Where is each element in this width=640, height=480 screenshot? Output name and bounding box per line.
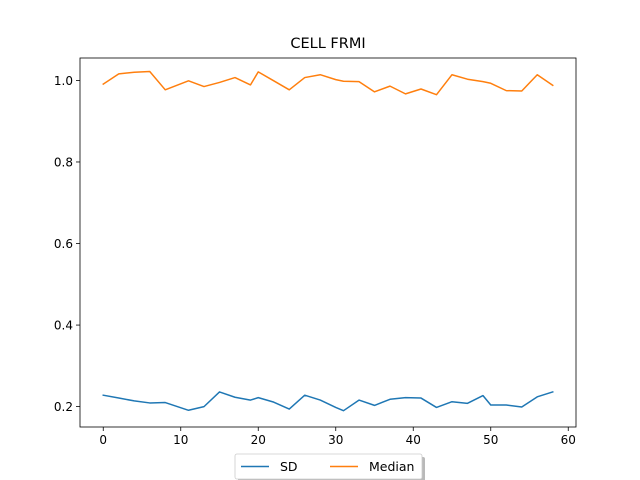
x-tick-label: 30 — [328, 433, 343, 447]
x-tick-label: 50 — [483, 433, 498, 447]
x-tick-label: 10 — [173, 433, 188, 447]
x-tick-label: 60 — [561, 433, 576, 447]
series-line-sd — [102, 390, 554, 412]
y-tick-label: 1.0 — [54, 74, 73, 88]
axes-frame — [79, 57, 577, 428]
legend: SD Median — [234, 453, 425, 480]
x-tick-label: 40 — [406, 433, 421, 447]
chart-title: CELL FRMI — [290, 36, 365, 52]
x-tick-label: 20 — [251, 433, 266, 447]
legend-box — [234, 453, 423, 480]
x-tick-label: 0 — [99, 433, 107, 447]
y-tick-label: 0.8 — [54, 155, 73, 169]
axes: 0 10 20 30 40 50 60 0.2 0.4 0.6 0.8 1.0 — [54, 57, 577, 447]
y-tick-label: 0.4 — [54, 319, 73, 333]
legend-label-sd: SD — [280, 459, 298, 474]
legend-label-median: Median — [369, 459, 414, 474]
y-tick-label: 0.2 — [54, 400, 73, 414]
series-line-median — [102, 70, 554, 96]
plot-area — [102, 70, 554, 412]
y-tick-label: 0.6 — [54, 237, 73, 251]
